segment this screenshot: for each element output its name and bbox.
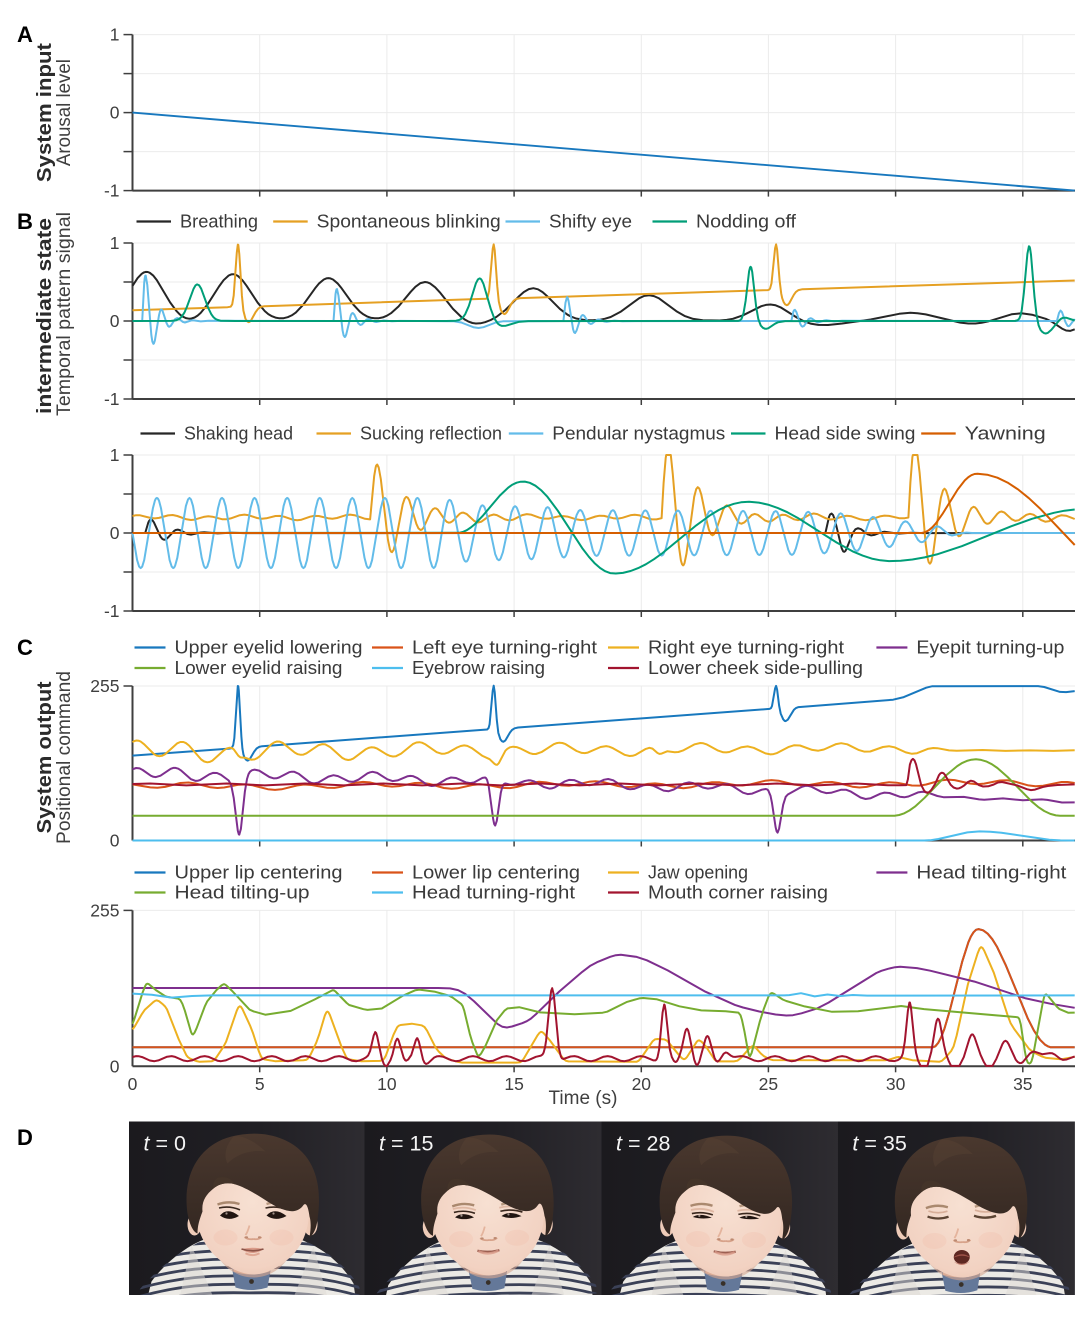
- svg-text:Lower lip centering: Lower lip centering: [412, 862, 580, 883]
- svg-text:255: 255: [90, 676, 119, 696]
- svg-text:Spontaneous blinking: Spontaneous blinking: [317, 211, 501, 232]
- svg-text:t = 28: t = 28: [616, 1132, 670, 1156]
- svg-text:Positional command: Positional command: [54, 671, 75, 844]
- svg-text:Eyepit turning-up: Eyepit turning-up: [916, 637, 1064, 658]
- svg-text:C: C: [17, 635, 33, 660]
- svg-text:10: 10: [377, 1074, 397, 1094]
- svg-text:Time (s): Time (s): [549, 1088, 618, 1109]
- svg-text:Head side swing: Head side swing: [775, 423, 916, 444]
- svg-text:t = 15: t = 15: [379, 1132, 433, 1156]
- svg-text:Temporal pattern signal: Temporal pattern signal: [54, 212, 75, 416]
- svg-text:Jaw opening: Jaw opening: [648, 862, 748, 883]
- svg-text:Shifty eye: Shifty eye: [549, 211, 632, 232]
- svg-text:A: A: [17, 22, 33, 47]
- svg-text:-1: -1: [104, 601, 120, 621]
- svg-text:Arousal level: Arousal level: [54, 59, 75, 166]
- svg-text:System input: System input: [34, 43, 56, 182]
- svg-text:0: 0: [110, 1056, 120, 1076]
- svg-text:0: 0: [110, 831, 120, 851]
- svg-text:30: 30: [886, 1074, 906, 1094]
- svg-text:20: 20: [632, 1074, 652, 1094]
- svg-text:Upper eyelid lowering: Upper eyelid lowering: [175, 637, 363, 658]
- svg-text:0: 0: [110, 311, 120, 331]
- svg-text:System output: System output: [34, 681, 56, 833]
- svg-text:15: 15: [504, 1074, 523, 1094]
- svg-text:Nodding off: Nodding off: [696, 211, 797, 232]
- svg-text:0: 0: [128, 1074, 138, 1094]
- svg-text:Right eye turning-right: Right eye turning-right: [648, 637, 844, 658]
- svg-text:Sucking reflection: Sucking reflection: [360, 423, 502, 444]
- svg-text:1: 1: [110, 25, 120, 45]
- svg-text:Upper lip centering: Upper lip centering: [175, 862, 343, 883]
- svg-text:-1: -1: [104, 389, 120, 409]
- svg-text:t = 0: t = 0: [144, 1132, 186, 1156]
- svg-text:25: 25: [759, 1074, 778, 1094]
- svg-text:Head tilting-up: Head tilting-up: [175, 882, 310, 903]
- svg-text:intermediate state: intermediate state: [34, 218, 56, 414]
- svg-text:0: 0: [110, 103, 120, 123]
- svg-text:Mouth corner raising: Mouth corner raising: [648, 882, 828, 903]
- svg-text:1: 1: [110, 233, 120, 253]
- svg-text:255: 255: [90, 900, 119, 920]
- svg-text:Pendular nystagmus: Pendular nystagmus: [552, 423, 725, 444]
- svg-text:Shaking head: Shaking head: [184, 423, 293, 444]
- svg-text:Eyebrow raising: Eyebrow raising: [412, 657, 545, 678]
- svg-text:0: 0: [110, 523, 120, 543]
- svg-text:Breathing: Breathing: [180, 211, 258, 232]
- svg-text:5: 5: [255, 1074, 265, 1094]
- svg-text:Lower cheek side-pulling: Lower cheek side-pulling: [648, 657, 863, 678]
- svg-text:Head tilting-right: Head tilting-right: [916, 862, 1066, 883]
- svg-text:D: D: [17, 1125, 33, 1150]
- svg-text:B: B: [17, 209, 33, 234]
- svg-text:1: 1: [110, 445, 120, 465]
- svg-text:Left eye turning-right: Left eye turning-right: [412, 637, 597, 658]
- svg-text:Head turning-right: Head turning-right: [412, 882, 575, 903]
- svg-text:Lower eyelid raising: Lower eyelid raising: [175, 657, 343, 678]
- svg-text:-1: -1: [104, 181, 120, 201]
- svg-text:35: 35: [1013, 1074, 1032, 1094]
- svg-text:t = 35: t = 35: [852, 1132, 906, 1156]
- svg-text:Yawning: Yawning: [965, 423, 1046, 444]
